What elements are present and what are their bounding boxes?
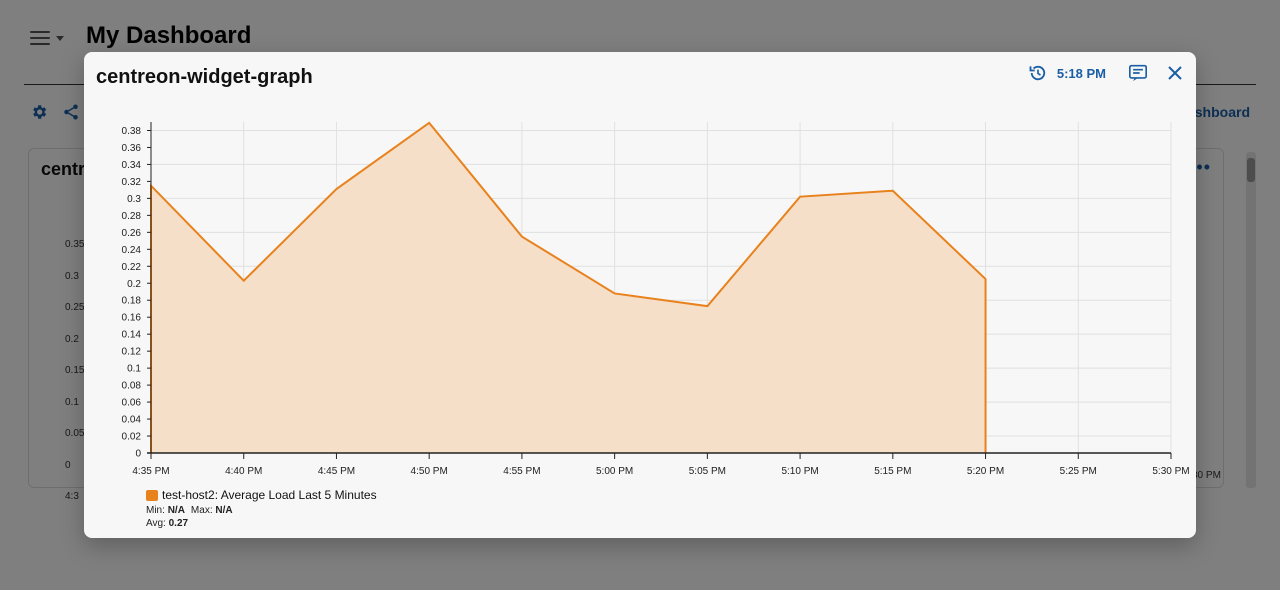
- y-tick-label: 0.2: [127, 279, 141, 290]
- x-tick-label: 4:40 PM: [225, 466, 262, 477]
- chart-legend: test-host2: Average Load Last 5 Minutes …: [146, 488, 377, 530]
- y-tick-label: 0.38: [122, 126, 142, 137]
- y-tick-label: 0.18: [122, 296, 142, 307]
- y-tick-label: 0.32: [122, 177, 142, 188]
- y-tick-label: 0.02: [122, 432, 142, 443]
- x-tick-label: 5:00 PM: [596, 466, 633, 477]
- series-line: [150, 121, 987, 453]
- series-area: [150, 121, 987, 453]
- modal-title: centreon-widget-graph: [96, 66, 313, 88]
- legend-item[interactable]: test-host2: Average Load Last 5 Minutes: [146, 488, 377, 502]
- x-tick-label: 4:50 PM: [411, 466, 448, 477]
- y-tick-label: 0.04: [122, 415, 142, 426]
- max-label: Max:: [190, 505, 213, 516]
- y-tick-label: 0.08: [122, 381, 142, 392]
- x-tick-label: 4:45 PM: [318, 466, 355, 477]
- y-tick-label: 0.26: [122, 228, 142, 239]
- legend-stats: Min: N/A Max: N/A Avg: 0.27: [146, 504, 377, 530]
- legend-series-name: test-host2: Average Load Last 5 Minutes: [162, 488, 377, 502]
- refresh-button[interactable]: 5:18 PM: [1028, 63, 1106, 83]
- y-tick-label: 0.16: [122, 313, 142, 324]
- y-tick-label: 0.28: [122, 211, 142, 222]
- x-tick-labels: 4:35 PM 4:40 PM 4:45 PM 4:50 PM 4:55 PM 5:00 …: [132, 466, 1189, 477]
- y-tick-label: 0.24: [122, 245, 142, 256]
- x-tick-label: 5:10 PM: [781, 466, 818, 477]
- avg-value: 0.27: [168, 518, 189, 529]
- y-tick-label: 0.36: [122, 143, 142, 154]
- y-tick-label: 0: [135, 449, 141, 460]
- avg-label: Avg:: [146, 518, 166, 529]
- max-value: N/A: [215, 505, 233, 516]
- min-label: Min:: [146, 505, 165, 516]
- display-mode-button[interactable]: [1128, 64, 1148, 82]
- y-tick-label: 0.12: [122, 347, 142, 358]
- x-tick-label: 5:30 PM: [1152, 466, 1189, 477]
- x-tick-label: 5:05 PM: [689, 466, 726, 477]
- x-tick-label: 4:55 PM: [503, 466, 540, 477]
- refresh-time: 5:18 PM: [1056, 65, 1106, 81]
- x-tick-label: 5:25 PM: [1060, 466, 1097, 477]
- y-tick-label: 0.1: [127, 364, 141, 375]
- y-tick-label: 0.06: [122, 398, 142, 409]
- x-tick-label: 4:35 PM: [132, 466, 169, 477]
- min-value: N/A: [167, 505, 185, 516]
- legend-swatch: [146, 489, 158, 501]
- axes: [147, 122, 1172, 459]
- x-tick-label: 5:20 PM: [967, 466, 1004, 477]
- x-tick-label: 5:15 PM: [874, 466, 911, 477]
- close-icon: [1168, 66, 1182, 80]
- widget-graph-modal: centreon-widget-graph 5:18 PM: [84, 52, 1196, 538]
- y-tick-label: 0.14: [122, 330, 142, 341]
- load-area-chart: 0 0.02 0.04 0.06 0.08 0.1 0.12 0.14 0.16 0.18 0.2 0…: [122, 121, 1190, 477]
- modal-actions: 5:18 PM: [1028, 62, 1182, 84]
- series-area-fill: [151, 122, 986, 453]
- y-tick-label: 0.22: [122, 262, 142, 273]
- y-tick-labels: 0 0.02 0.04 0.06 0.08 0.1 0.12 0.14 0.16 0.18 0.2 0…: [122, 126, 142, 460]
- y-tick-label: 0.34: [122, 160, 142, 171]
- history-clock-icon: [1029, 65, 1045, 81]
- close-button[interactable]: [1168, 66, 1182, 80]
- subtitles-icon: [1129, 64, 1147, 82]
- y-tick-label: 0.3: [127, 194, 141, 205]
